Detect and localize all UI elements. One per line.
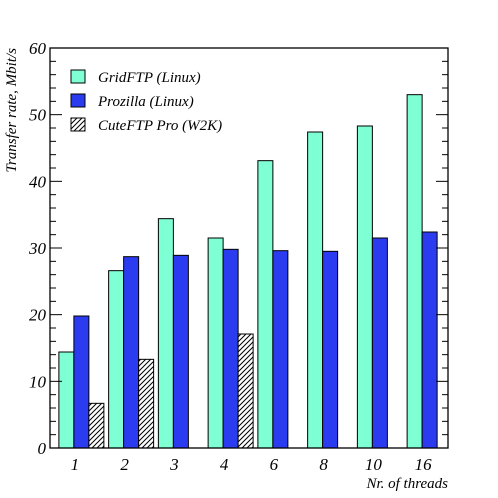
axes-layer: 0 10 20 30 40 50 60 1 2 3 4 6 8 10 16 — [28, 39, 449, 474]
bar — [88, 402, 105, 449]
bar — [58, 351, 75, 449]
bar — [73, 315, 90, 449]
bar — [371, 237, 388, 449]
y-tick-label: 40 — [29, 172, 47, 191]
x-tick-label: 8 — [319, 455, 328, 474]
y-tick-label: 0 — [38, 439, 47, 458]
bar — [272, 250, 289, 449]
y-tick-label: 60 — [29, 39, 47, 58]
bar — [406, 94, 423, 449]
x-tick-label: 6 — [270, 455, 279, 474]
legend-label: CuteFTP Pro (W2K) — [98, 118, 222, 134]
bar — [157, 218, 174, 449]
bar — [138, 358, 155, 449]
bar — [123, 256, 140, 449]
y-tick-label: 30 — [28, 239, 47, 258]
bar — [237, 333, 254, 449]
bar — [207, 237, 224, 449]
legend-swatch — [70, 69, 86, 84]
bar — [257, 160, 274, 449]
x-tick-label: 16 — [415, 455, 433, 474]
x-tick-label: 1 — [71, 455, 80, 474]
bars-layer — [58, 94, 438, 449]
bar — [108, 270, 125, 449]
legend-label: Prozilla (Linux) — [97, 94, 194, 110]
y-tick-label: 20 — [29, 306, 47, 325]
legend-swatch — [70, 93, 86, 108]
legend-swatch — [70, 117, 86, 132]
bar — [172, 254, 189, 449]
legend: GridFTP (Linux) Prozilla (Linux) CuteFTP P… — [70, 69, 222, 134]
legend-label: GridFTP (Linux) — [98, 70, 201, 86]
y-axis-title: Transfer rate, Mbit/s — [4, 48, 20, 173]
x-tick-label: 4 — [220, 455, 229, 474]
x-tick-label: 2 — [120, 455, 129, 474]
y-tick-label: 50 — [29, 106, 47, 125]
x-tick-label: 3 — [169, 455, 179, 474]
bar — [421, 231, 438, 449]
bar — [222, 248, 239, 449]
bar — [322, 250, 339, 449]
x-tick-label: 10 — [365, 455, 383, 474]
bar — [307, 131, 324, 449]
bar — [356, 125, 373, 449]
x-axis-title: Nr. of threads — [365, 476, 448, 492]
y-tick-label: 10 — [29, 372, 47, 391]
